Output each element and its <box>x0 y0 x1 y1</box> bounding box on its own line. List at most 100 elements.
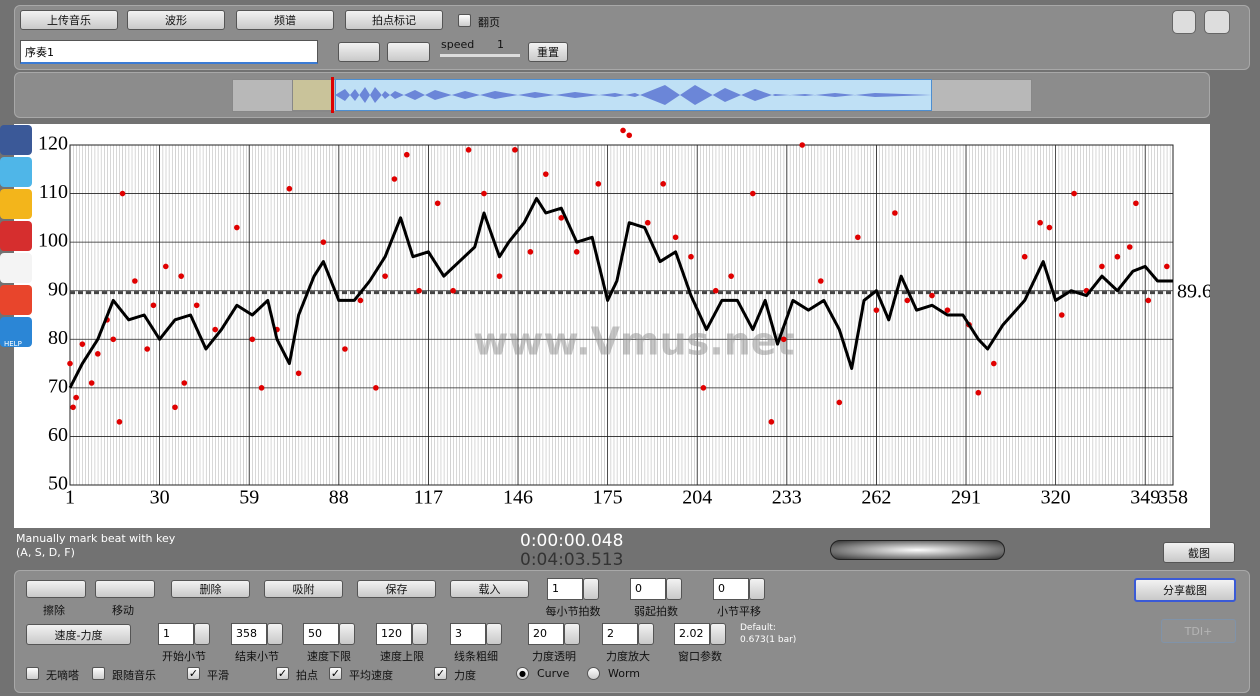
spinner-arrows[interactable] <box>666 578 682 600</box>
action-button[interactable]: 保存 <box>357 580 436 598</box>
spinner[interactable]: 3 <box>450 623 486 645</box>
spinner[interactable]: 120 <box>376 623 412 645</box>
x-tick-label: 88 <box>329 487 349 509</box>
spinner-arrows[interactable] <box>564 623 580 645</box>
beat-point <box>181 380 188 386</box>
beat-point <box>1126 244 1133 250</box>
beat-point <box>904 297 911 304</box>
beat-point <box>660 181 667 187</box>
spinner-arrows[interactable] <box>749 578 765 600</box>
radio[interactable]: ● <box>516 667 529 680</box>
track-name[interactable]: 序奏1 <box>20 40 318 64</box>
spinner[interactable]: 2.02 <box>674 623 710 645</box>
x-tick-label: 1 <box>65 487 75 509</box>
spinner[interactable]: 50 <box>303 623 339 645</box>
checkbox[interactable]: ✓ <box>187 667 200 680</box>
beat-point <box>391 176 398 182</box>
reset-button[interactable]: 重置 <box>528 42 568 62</box>
checkbox[interactable] <box>92 667 105 680</box>
action-button[interactable]: 删除 <box>171 580 250 598</box>
checkbox[interactable]: ✓ <box>329 667 342 680</box>
action-button[interactable]: 吸附 <box>264 580 343 598</box>
spinner-arrows[interactable] <box>267 623 283 645</box>
beat-point <box>688 253 694 260</box>
tool-button[interactable] <box>26 580 86 598</box>
beat-point <box>403 151 410 158</box>
share-icon[interactable] <box>0 317 32 347</box>
x-tick-label: 30 <box>150 487 170 509</box>
radio-label: Curve <box>537 667 570 680</box>
spinner-arrows[interactable] <box>412 623 428 645</box>
mode-button[interactable]: 速度-力度 <box>26 624 131 645</box>
prev-button[interactable] <box>338 42 380 62</box>
beat-point <box>73 394 79 401</box>
share-icon[interactable] <box>0 285 32 315</box>
beat-point <box>799 142 806 148</box>
spinner[interactable]: 0 <box>630 578 666 600</box>
radio[interactable] <box>587 667 600 680</box>
home-icon[interactable] <box>1172 10 1196 34</box>
spinner-arrows[interactable] <box>583 578 599 600</box>
window-icon[interactable] <box>1204 10 1230 34</box>
spinner[interactable]: 358 <box>231 623 267 645</box>
beat-point <box>496 273 503 279</box>
x-tick-label: 59 <box>239 487 259 509</box>
checkbox-label: 拍点 <box>296 669 318 682</box>
speed-slider[interactable] <box>440 54 520 57</box>
checkbox[interactable] <box>26 667 39 680</box>
playhead <box>331 77 334 113</box>
spinner-arrows[interactable] <box>710 623 726 645</box>
beat-point <box>67 360 73 367</box>
toolbar-button[interactable]: 上传音乐 <box>20 10 118 30</box>
beat-point <box>286 185 293 192</box>
beat-point <box>750 190 756 197</box>
beat-point <box>644 219 651 226</box>
beat-point <box>873 307 880 313</box>
share-icon[interactable] <box>0 189 32 219</box>
beat-point <box>780 336 787 343</box>
spinner[interactable]: 0 <box>713 578 749 600</box>
share-icon[interactable] <box>0 157 32 187</box>
volume-slider[interactable] <box>830 540 1005 560</box>
spinner[interactable]: 2 <box>602 623 638 645</box>
speed-value: 1 <box>497 38 504 51</box>
beat-point <box>119 190 126 197</box>
toolbar-button[interactable]: 拍点标记 <box>345 10 443 30</box>
checkbox[interactable]: ✓ <box>276 667 289 680</box>
toolbar-button[interactable]: 频谱 <box>236 10 334 30</box>
spinner-arrows[interactable] <box>638 623 654 645</box>
spinner[interactable]: 1 <box>547 578 583 600</box>
beat-point <box>527 249 534 255</box>
beat-point <box>512 147 518 153</box>
action-button[interactable]: 载入 <box>450 580 529 598</box>
screenshot-button[interactable]: 截图 <box>1163 542 1235 563</box>
checkbox[interactable] <box>458 14 471 27</box>
spinner-arrows[interactable] <box>339 623 355 645</box>
x-tick-label: 349 <box>1130 487 1160 509</box>
spinner[interactable]: 20 <box>528 623 564 645</box>
share-button[interactable]: 分享截图 <box>1134 578 1236 602</box>
total-time: 0:04:03.513 <box>520 550 624 570</box>
spinner-arrows[interactable] <box>486 623 502 645</box>
play-button[interactable] <box>387 42 430 62</box>
spinner-label: 每小节拍数 <box>545 605 601 618</box>
plot-frame <box>69 144 1174 486</box>
beat-point <box>1058 312 1065 318</box>
beat-point <box>79 341 86 347</box>
beat-point <box>558 215 565 221</box>
checkbox[interactable]: ✓ <box>434 667 447 680</box>
beat-point <box>178 273 185 279</box>
y-tick-label: 70 <box>48 375 68 397</box>
share-icon[interactable] <box>0 253 32 283</box>
spinner-label: 小节平移 <box>717 605 761 618</box>
beat-point <box>373 385 379 391</box>
y-tick-label: 110 <box>39 181 68 203</box>
share-icon[interactable] <box>0 221 32 251</box>
tool-button[interactable] <box>95 580 155 598</box>
share-icon[interactable] <box>0 125 32 155</box>
spinner-arrows[interactable] <box>194 623 210 645</box>
tdi-button[interactable]: TDI+ <box>1161 619 1236 643</box>
spinner-label: 开始小节 <box>162 650 206 663</box>
toolbar-button[interactable]: 波形 <box>127 10 225 30</box>
spinner[interactable]: 1 <box>158 623 194 645</box>
